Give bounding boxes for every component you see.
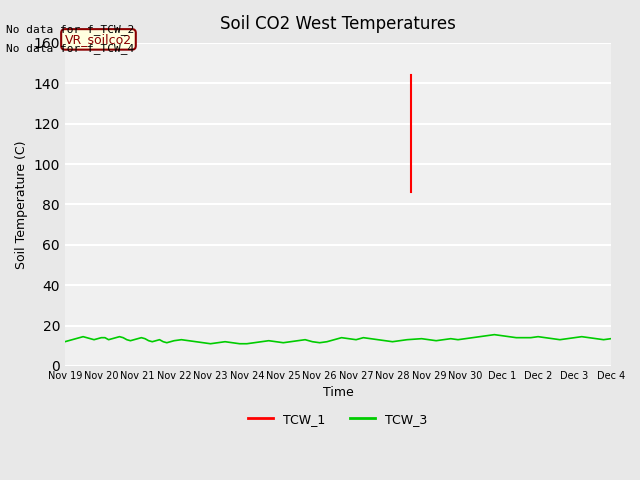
Y-axis label: Soil Temperature (C): Soil Temperature (C) xyxy=(15,140,28,269)
Text: VR_soilco2: VR_soilco2 xyxy=(65,33,132,46)
Text: No data for f_TCW_2: No data for f_TCW_2 xyxy=(6,24,134,35)
X-axis label: Time: Time xyxy=(323,386,353,399)
Title: Soil CO2 West Temperatures: Soil CO2 West Temperatures xyxy=(220,15,456,33)
Text: No data for f_TCW_4: No data for f_TCW_4 xyxy=(6,43,134,54)
Legend: TCW_1, TCW_3: TCW_1, TCW_3 xyxy=(243,408,433,431)
